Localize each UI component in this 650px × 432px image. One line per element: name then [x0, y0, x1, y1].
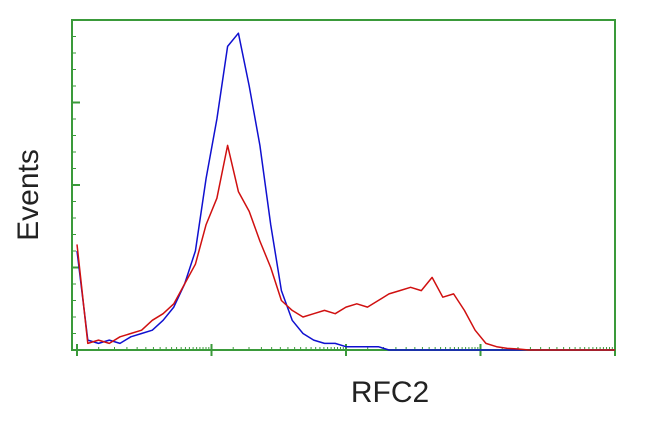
- plot-frame: [71, 19, 616, 351]
- series-line: [76, 32, 615, 351]
- series-line: [76, 144, 615, 351]
- y-axis-label: Events: [12, 149, 45, 241]
- x-axis-label: RFC2: [351, 376, 429, 409]
